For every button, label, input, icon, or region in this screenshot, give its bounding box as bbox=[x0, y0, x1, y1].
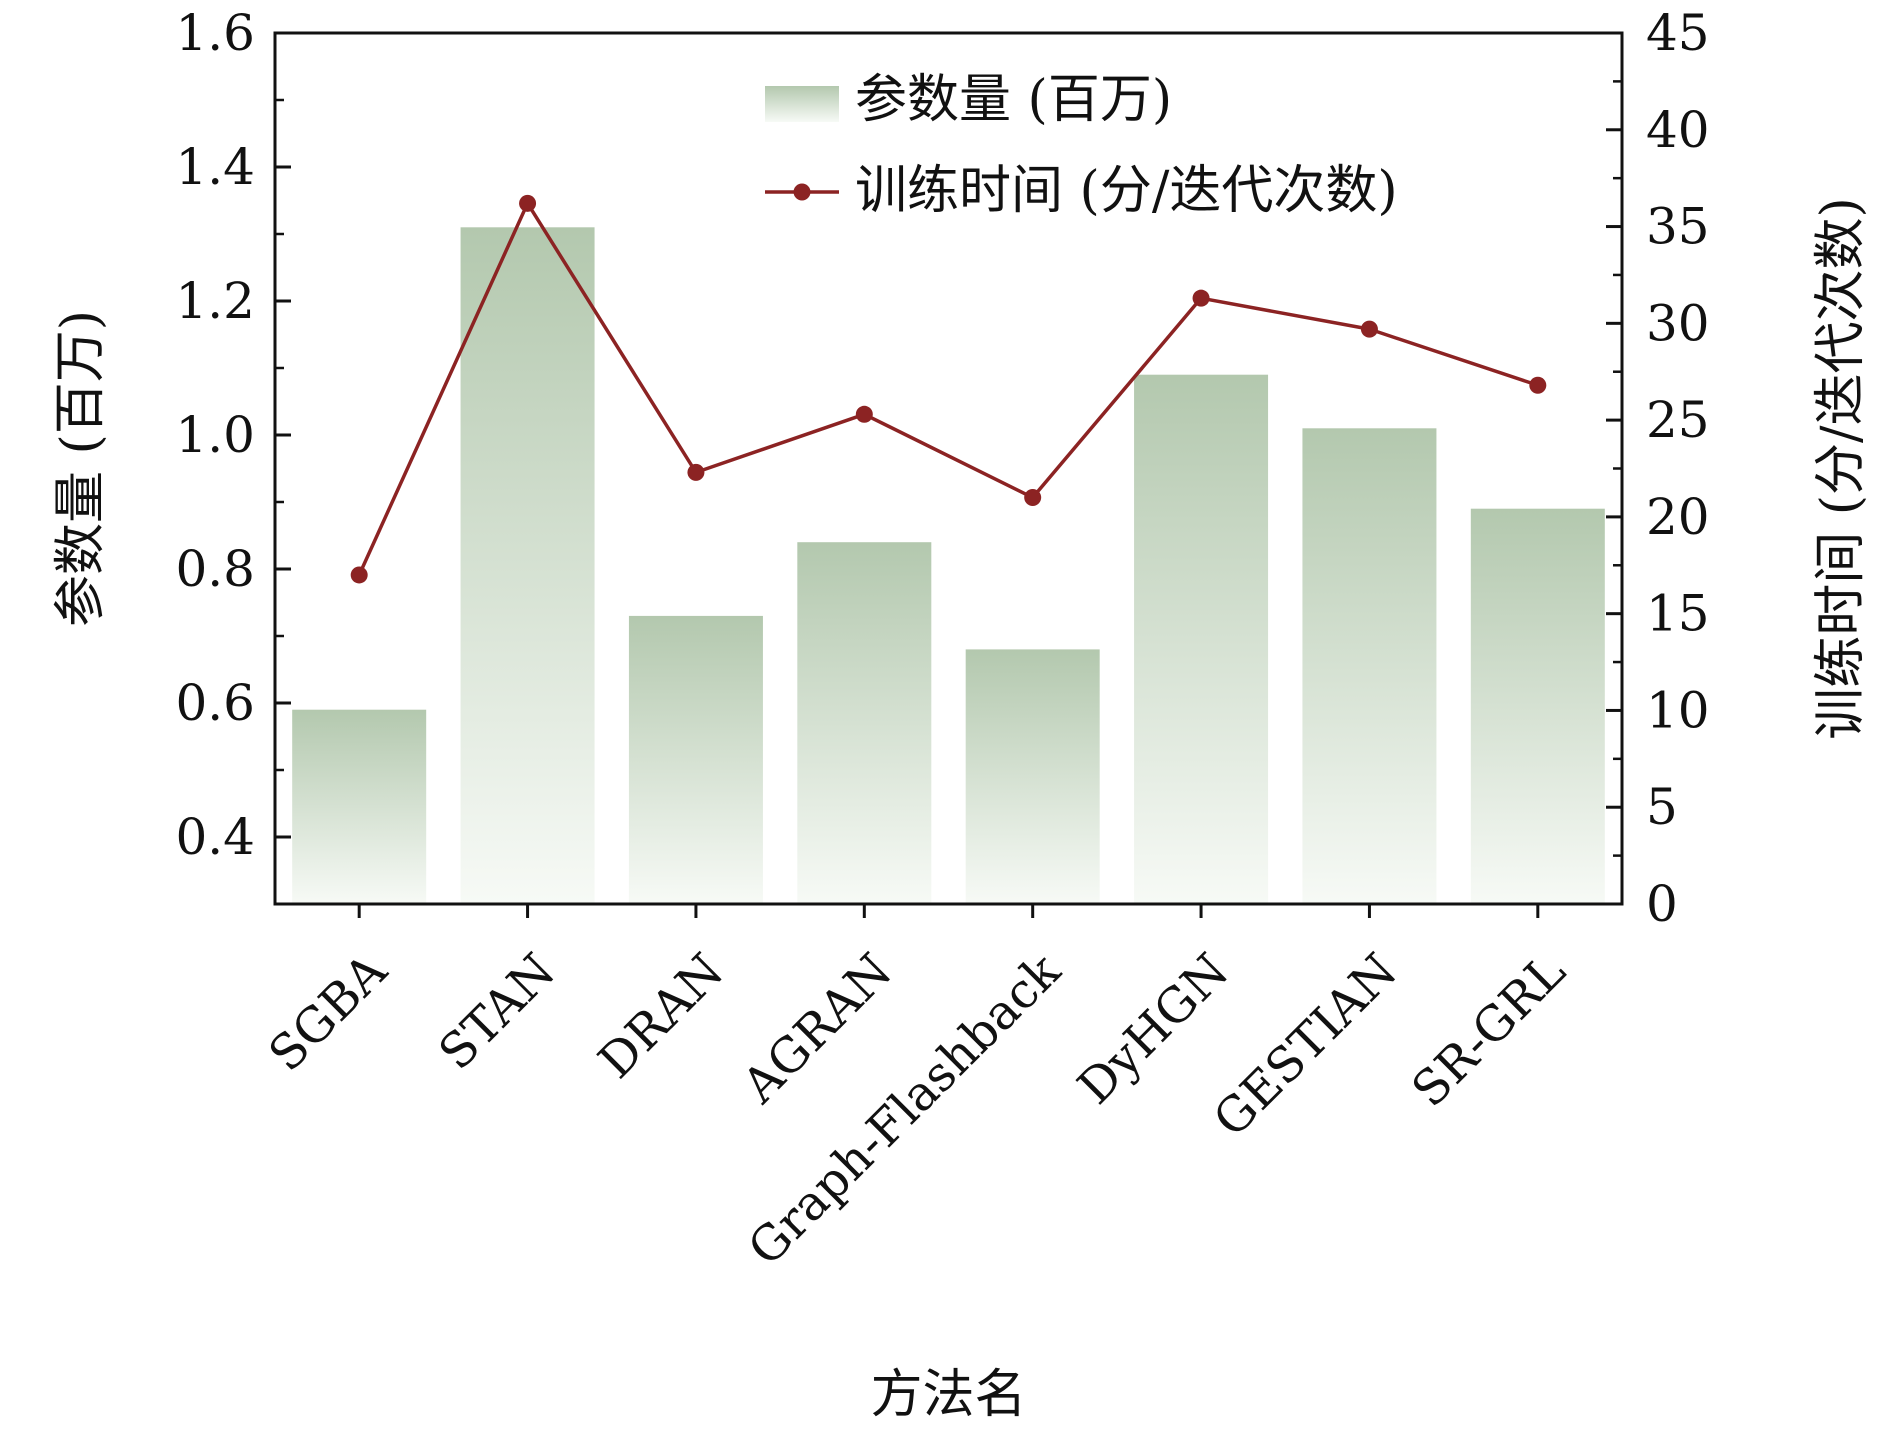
y-axis-title: 参数量 (百万) bbox=[51, 310, 111, 627]
line-point-dran bbox=[687, 463, 705, 481]
x-tick-label: Graph-Flashback bbox=[737, 942, 1071, 1276]
x-tick-label: DyHGN bbox=[1067, 943, 1239, 1115]
x-tick-label: GESTIAN bbox=[1203, 943, 1408, 1148]
y2-tick-label: 25 bbox=[1646, 391, 1710, 449]
bar-graph-flashback bbox=[965, 649, 1100, 904]
y2-tick-label: 45 bbox=[1646, 4, 1710, 62]
legend-line-marker bbox=[793, 183, 811, 201]
y2-tick-label: 10 bbox=[1646, 681, 1710, 739]
x-tick-label: SGBA bbox=[258, 942, 398, 1082]
y-tick-label: 0.4 bbox=[175, 808, 255, 866]
legend-bar-swatch bbox=[765, 86, 839, 122]
y2-tick-label: 35 bbox=[1646, 198, 1710, 256]
line-point-dyhgn bbox=[1192, 289, 1210, 307]
y-tick-label: 0.6 bbox=[175, 674, 255, 732]
line-point-gestian bbox=[1360, 320, 1378, 338]
training-time-line bbox=[357, 201, 1539, 576]
y2-tick-label: 30 bbox=[1646, 294, 1710, 352]
y2-tick-label: 20 bbox=[1646, 488, 1710, 546]
bar-gestian bbox=[1302, 428, 1437, 904]
y-tick-label: 1.2 bbox=[175, 272, 255, 330]
bar-sr-grl bbox=[1470, 508, 1605, 904]
y2-tick-label: 5 bbox=[1646, 778, 1678, 836]
bar-stan bbox=[460, 227, 595, 905]
legend-line-label: 训练时间 (分/迭代次数) bbox=[855, 161, 1398, 221]
x-tick-label: DRAN bbox=[588, 943, 735, 1090]
line-point-stan bbox=[519, 194, 537, 212]
line-point-sr-grl bbox=[1529, 376, 1547, 394]
line-layer bbox=[350, 194, 1547, 584]
x-tick-label: SR-GRL bbox=[1401, 943, 1576, 1118]
x-axis-title: 方法名 bbox=[870, 1365, 1026, 1425]
y-tick-label: 1.6 bbox=[175, 4, 255, 62]
bars-layer bbox=[292, 227, 1605, 905]
bar-dyhgn bbox=[1134, 374, 1269, 904]
y2-tick-label: 15 bbox=[1646, 585, 1710, 643]
legend: 参数量 (百万) 训练时间 (分/迭代次数) bbox=[765, 70, 1398, 221]
axes-layer bbox=[273, 31, 1624, 918]
x-tick-label: STAN bbox=[428, 943, 566, 1081]
line-point-graph-flashback bbox=[1024, 489, 1042, 507]
y-tick-label: 1.0 bbox=[175, 406, 255, 464]
line-point-agran bbox=[855, 405, 873, 423]
line-point-sgba bbox=[350, 566, 368, 584]
y-tick-label: 0.8 bbox=[175, 540, 255, 598]
y-tick-label: 1.4 bbox=[175, 138, 255, 196]
bar-agran bbox=[797, 542, 932, 904]
bar-dran bbox=[628, 615, 763, 904]
y2-axis-title: 训练时间 (分/迭代次数) bbox=[1811, 197, 1871, 740]
x-tick-label: AGRAN bbox=[731, 943, 903, 1115]
legend-bar-label: 参数量 (百万) bbox=[855, 70, 1172, 130]
y2-tick-label: 40 bbox=[1646, 101, 1710, 159]
y2-tick-label: 0 bbox=[1646, 875, 1678, 933]
bar-sgba bbox=[292, 709, 427, 904]
